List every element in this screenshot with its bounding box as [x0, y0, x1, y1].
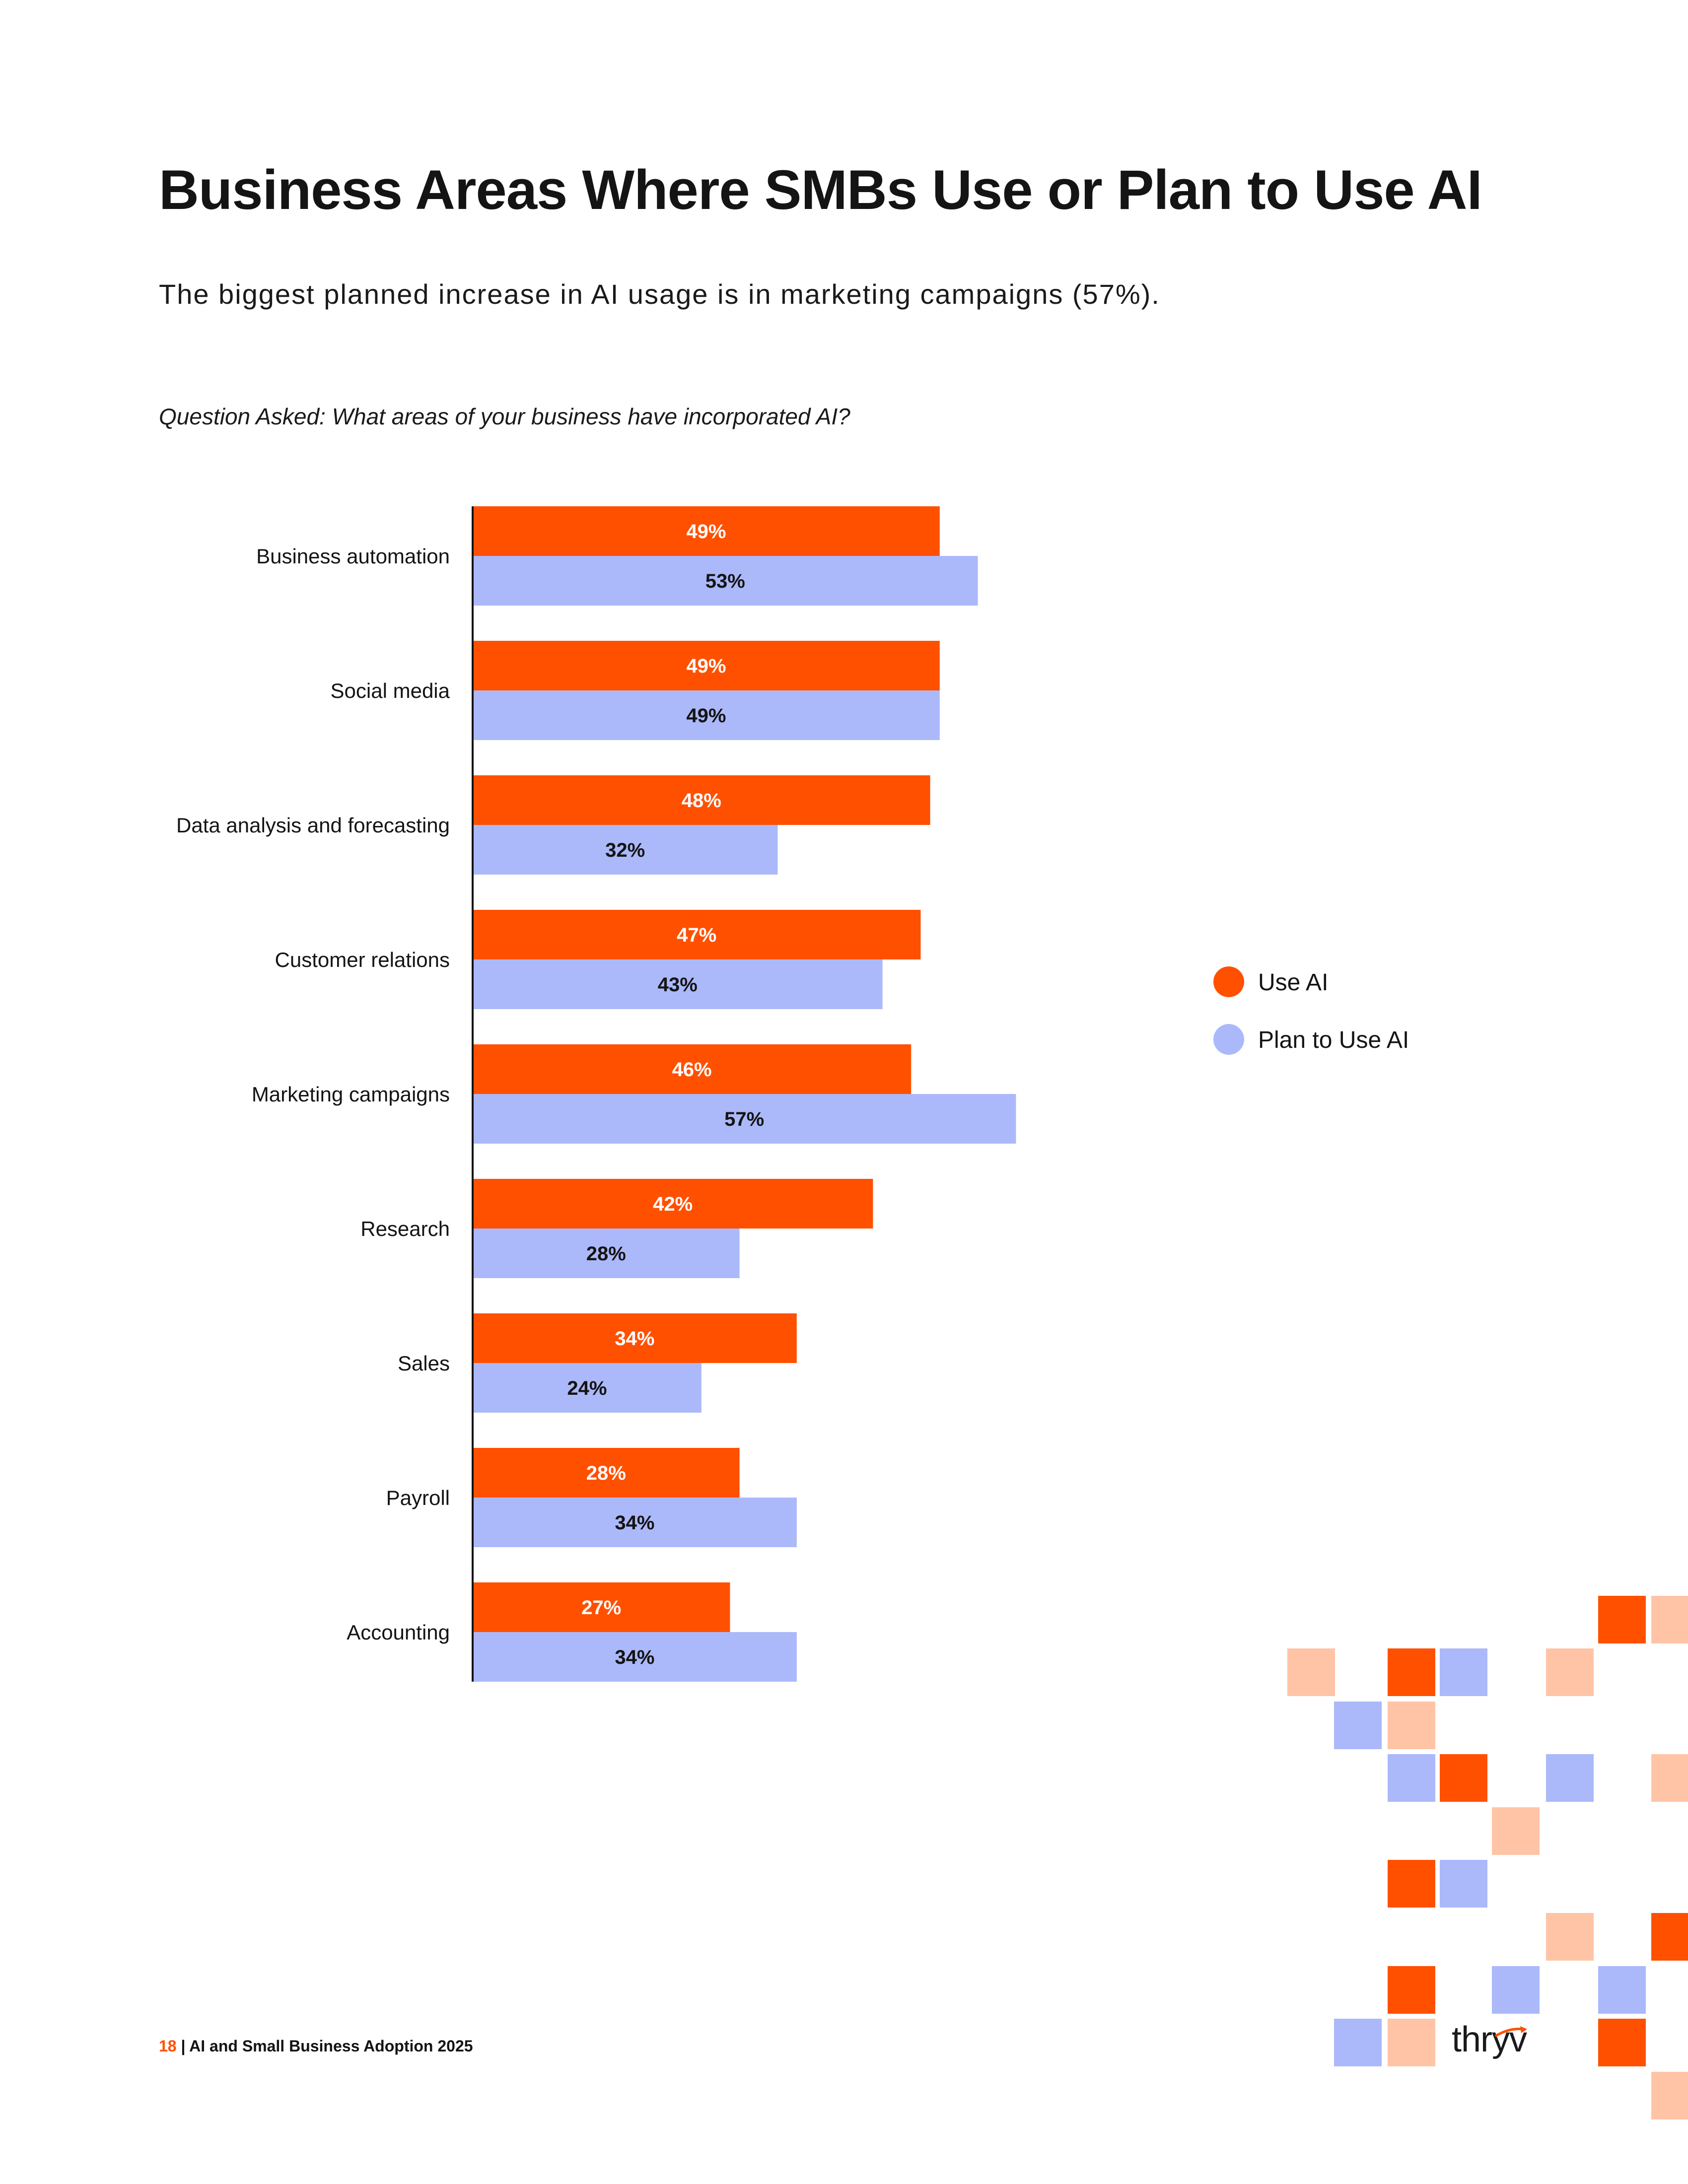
bar-plan-to-use-ai	[473, 825, 778, 875]
category-label: Marketing campaigns	[252, 1083, 450, 1106]
category-label: Customer relations	[275, 948, 450, 971]
legend-swatch	[1213, 966, 1244, 997]
decorative-square	[1651, 1754, 1688, 1802]
category-label: Data analysis and forecasting	[176, 814, 450, 837]
bar-use-ai	[473, 910, 921, 959]
bar-plan-to-use-ai	[473, 1363, 702, 1413]
category-label: Business automation	[256, 545, 450, 568]
bar-use-ai	[473, 1582, 730, 1632]
bar-plan-to-use-ai	[473, 690, 940, 740]
bar-use-ai	[473, 1044, 912, 1094]
data-label: 43%	[658, 974, 698, 996]
decorative-square	[1546, 1754, 1594, 1802]
footer-separator: |	[176, 2037, 190, 2055]
decorative-square	[1440, 1754, 1487, 1802]
data-label: 34%	[615, 1512, 654, 1534]
data-label: 27%	[581, 1597, 621, 1619]
bar-plan-to-use-ai	[473, 1632, 797, 1682]
decorative-square	[1287, 1648, 1335, 1696]
legend-swatch	[1213, 1024, 1244, 1055]
decorative-square	[1598, 1596, 1646, 1643]
data-label: 49%	[686, 521, 726, 543]
bar-use-ai	[473, 1179, 873, 1228]
decorative-square	[1388, 1966, 1435, 2014]
category-label: Social media	[331, 679, 450, 702]
data-label: 34%	[615, 1646, 654, 1668]
data-label: 53%	[705, 570, 745, 592]
decorative-square	[1388, 1860, 1435, 1908]
footer-text: AI and Small Business Adoption 2025	[189, 2037, 473, 2055]
thryv-logo: thryv	[1452, 2020, 1527, 2059]
category-label: Accounting	[347, 1621, 450, 1644]
logo-arrow-icon	[1494, 2026, 1527, 2038]
category-label: Sales	[398, 1352, 450, 1375]
bar-use-ai	[473, 506, 940, 556]
decorative-square	[1546, 1913, 1594, 1961]
decorative-square	[1598, 2019, 1646, 2066]
bar-plan-to-use-ai	[473, 1228, 740, 1278]
decorative-square	[1334, 1702, 1382, 1749]
bar-plan-to-use-ai	[473, 1498, 797, 1547]
data-label: 24%	[567, 1377, 607, 1399]
bar-use-ai	[473, 641, 940, 690]
bar-plan-to-use-ai	[473, 556, 978, 606]
bar-use-ai	[473, 775, 930, 825]
data-label: 32%	[605, 839, 645, 861]
data-label: 49%	[686, 655, 726, 677]
data-label: 48%	[682, 790, 721, 812]
data-label: 47%	[677, 924, 716, 946]
decorative-square	[1388, 1754, 1435, 1802]
page-number: 18	[159, 2037, 177, 2055]
decorative-square	[1651, 1913, 1688, 1961]
bar-chart: 49% 53% Business automation 49% 49% Social me…	[176, 506, 1409, 1682]
decorative-square	[1546, 1648, 1594, 1696]
legend-label: Use AI	[1258, 969, 1328, 996]
decorative-square	[1651, 2072, 1688, 2119]
decorative-square	[1388, 1702, 1435, 1749]
data-label: 28%	[586, 1462, 626, 1484]
footer: 18 | AI and Small Business Adoption 2025	[159, 2037, 473, 2055]
bar-plan-to-use-ai	[473, 959, 883, 1009]
survey-question: Question Asked: What areas of your busin…	[159, 404, 850, 429]
decorative-square	[1388, 2019, 1435, 2066]
data-label: 57%	[724, 1108, 764, 1130]
bar-plan-to-use-ai	[473, 1094, 1016, 1144]
decorative-square	[1388, 1648, 1435, 1696]
data-label: 28%	[586, 1243, 626, 1265]
data-label: 49%	[686, 705, 726, 727]
legend-label: Plan to Use AI	[1258, 1027, 1409, 1053]
page-subtitle: The biggest planned increase in AI usage…	[159, 278, 1160, 310]
decorative-square	[1492, 1807, 1540, 1855]
category-label: Payroll	[386, 1486, 450, 1509]
decorative-square	[1440, 1648, 1487, 1696]
decorative-square	[1598, 1966, 1646, 2014]
bar-use-ai	[473, 1448, 740, 1498]
category-label: Research	[360, 1217, 450, 1240]
data-label: 34%	[615, 1328, 654, 1350]
data-label: 42%	[653, 1193, 693, 1215]
bar-use-ai	[473, 1313, 797, 1363]
decorative-square	[1492, 1966, 1540, 2014]
decorative-square	[1651, 1596, 1688, 1643]
decorative-square	[1440, 1860, 1487, 1908]
decorative-square	[1334, 2019, 1382, 2066]
page-title: Business Areas Where SMBs Use or Plan to…	[159, 159, 1482, 221]
data-label: 46%	[672, 1059, 712, 1081]
